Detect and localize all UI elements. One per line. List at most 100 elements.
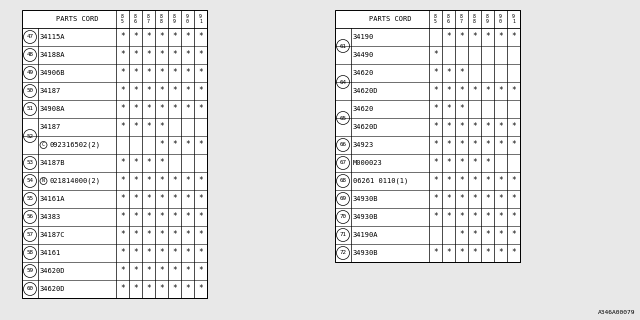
Text: 72: 72 (339, 251, 346, 255)
Text: 34620D: 34620D (353, 124, 378, 130)
Text: *: * (485, 249, 490, 258)
Text: 49: 49 (26, 70, 33, 76)
Text: *: * (446, 123, 451, 132)
Text: PARTS CORD: PARTS CORD (56, 16, 99, 22)
Text: 8
5: 8 5 (434, 14, 437, 24)
Text: 34187: 34187 (40, 124, 61, 130)
Bar (335, 10, 520, 262)
Text: *: * (433, 86, 438, 95)
Text: 8
6: 8 6 (447, 14, 450, 24)
Text: *: * (446, 177, 451, 186)
Text: 34188A: 34188A (40, 52, 65, 58)
Text: *: * (133, 158, 138, 167)
Text: 48: 48 (26, 52, 33, 58)
Text: *: * (498, 230, 503, 239)
Text: *: * (172, 86, 177, 95)
Text: *: * (485, 86, 490, 95)
Text: *: * (185, 105, 190, 114)
Text: *: * (198, 284, 203, 293)
Text: *: * (146, 105, 151, 114)
Text: *: * (446, 140, 451, 149)
Text: *: * (120, 33, 125, 42)
Text: *: * (472, 230, 477, 239)
Text: *: * (133, 105, 138, 114)
Text: *: * (133, 249, 138, 258)
Text: 9
0: 9 0 (499, 14, 502, 24)
Text: *: * (198, 249, 203, 258)
Text: *: * (459, 195, 464, 204)
Text: *: * (511, 140, 516, 149)
Text: 34930B: 34930B (353, 250, 378, 256)
Text: *: * (146, 212, 151, 221)
Text: 34383: 34383 (40, 214, 61, 220)
Text: *: * (198, 267, 203, 276)
Text: *: * (472, 177, 477, 186)
Text: *: * (498, 212, 503, 221)
Text: 67: 67 (339, 161, 346, 165)
Text: 57: 57 (26, 233, 33, 237)
Text: A346A00079: A346A00079 (598, 310, 635, 315)
Text: *: * (498, 140, 503, 149)
Text: *: * (511, 212, 516, 221)
Text: *: * (485, 230, 490, 239)
Text: *: * (185, 68, 190, 77)
Text: 34908A: 34908A (40, 106, 65, 112)
Text: *: * (120, 68, 125, 77)
Text: *: * (459, 158, 464, 167)
Text: *: * (133, 212, 138, 221)
Text: *: * (159, 158, 164, 167)
Text: 53: 53 (26, 161, 33, 165)
Text: *: * (159, 212, 164, 221)
Text: 51: 51 (26, 107, 33, 111)
Text: *: * (472, 249, 477, 258)
Text: 55: 55 (26, 196, 33, 202)
Text: *: * (120, 51, 125, 60)
Text: *: * (198, 68, 203, 77)
Text: *: * (433, 51, 438, 60)
Text: *: * (472, 195, 477, 204)
Text: 8
6: 8 6 (134, 14, 137, 24)
Text: *: * (159, 230, 164, 239)
Text: *: * (185, 212, 190, 221)
Text: 06261 0110(1): 06261 0110(1) (353, 178, 408, 184)
Text: *: * (185, 86, 190, 95)
Text: *: * (146, 33, 151, 42)
Text: *: * (198, 86, 203, 95)
Text: *: * (159, 51, 164, 60)
Text: *: * (159, 177, 164, 186)
Text: *: * (433, 249, 438, 258)
Text: *: * (133, 267, 138, 276)
Text: *: * (172, 267, 177, 276)
Text: 34161A: 34161A (40, 196, 65, 202)
Text: *: * (159, 284, 164, 293)
Text: *: * (198, 230, 203, 239)
Text: 61: 61 (339, 44, 346, 49)
Text: *: * (120, 177, 125, 186)
Text: *: * (185, 195, 190, 204)
Text: *: * (511, 195, 516, 204)
Text: *: * (198, 33, 203, 42)
Text: *: * (172, 249, 177, 258)
Text: 021814000(2): 021814000(2) (49, 178, 100, 184)
Text: *: * (133, 86, 138, 95)
Text: *: * (172, 140, 177, 149)
Text: *: * (459, 249, 464, 258)
Text: C: C (42, 142, 45, 148)
Text: 34923: 34923 (353, 142, 374, 148)
Text: 50: 50 (26, 89, 33, 93)
Text: *: * (511, 123, 516, 132)
Text: *: * (459, 140, 464, 149)
Text: *: * (446, 33, 451, 42)
Text: *: * (446, 195, 451, 204)
Text: *: * (198, 51, 203, 60)
Text: *: * (159, 105, 164, 114)
Text: *: * (120, 249, 125, 258)
Text: *: * (185, 51, 190, 60)
Text: *: * (172, 177, 177, 186)
Text: *: * (133, 123, 138, 132)
Text: *: * (433, 158, 438, 167)
Text: *: * (146, 86, 151, 95)
Text: *: * (446, 212, 451, 221)
Text: 34620D: 34620D (40, 268, 65, 274)
Text: 68: 68 (339, 179, 346, 183)
